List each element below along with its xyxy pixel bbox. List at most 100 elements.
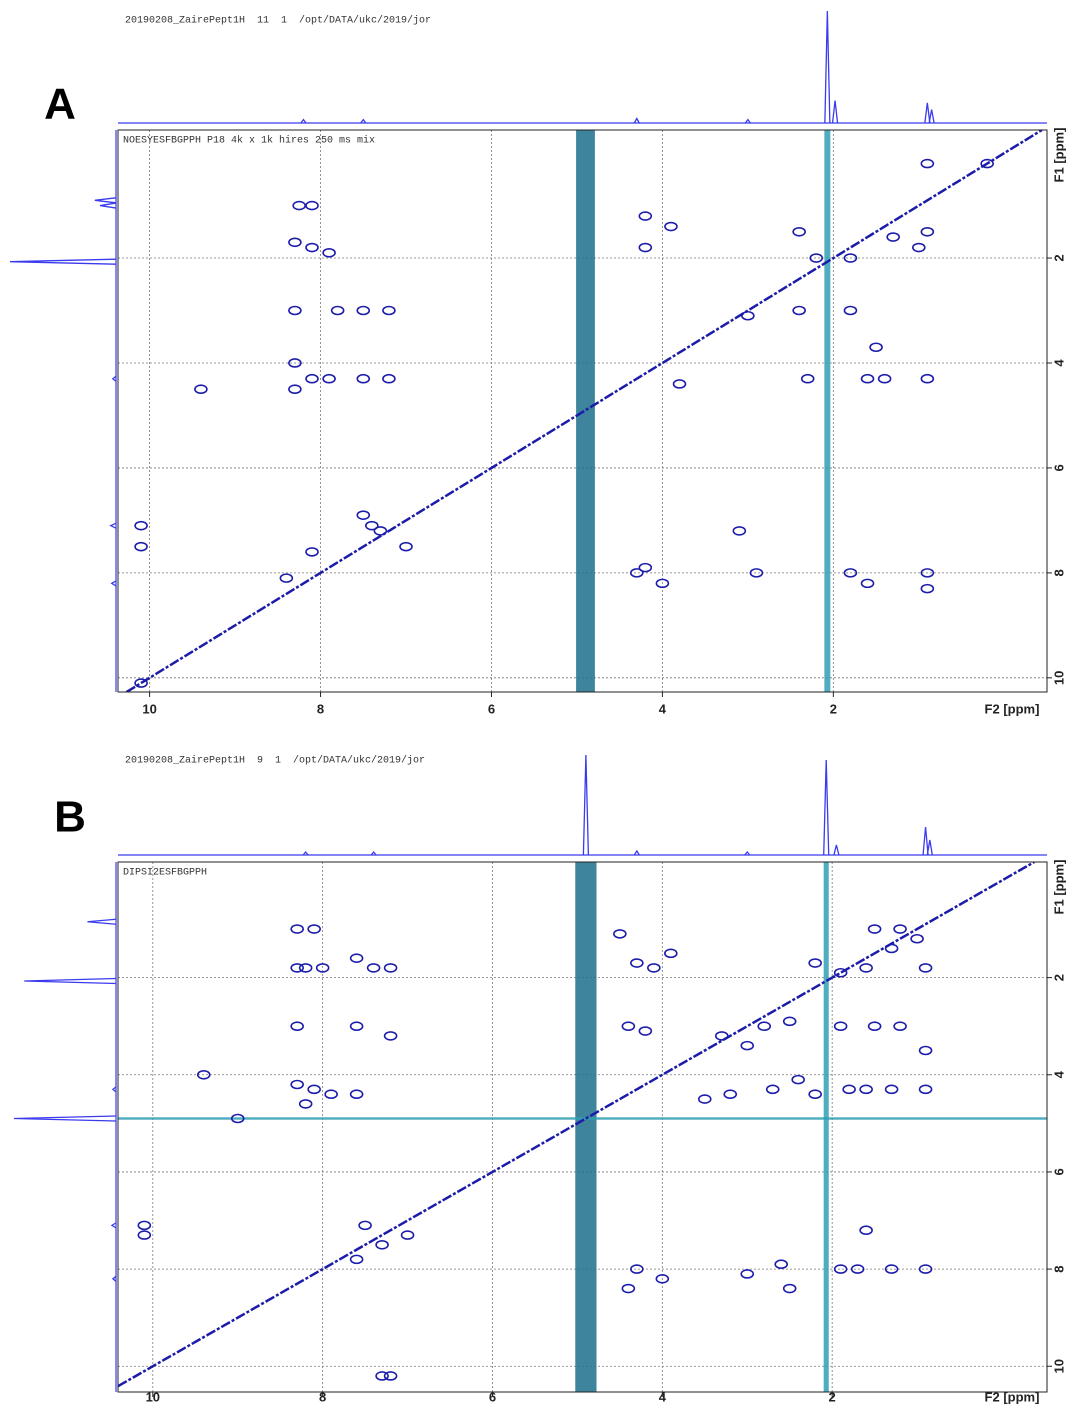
projection-peak	[302, 850, 309, 856]
cross-peak	[613, 929, 627, 939]
cross-peak	[307, 924, 321, 934]
cross-peak	[307, 1084, 321, 1095]
cross-peak	[664, 221, 678, 232]
cross-peak	[383, 1031, 398, 1041]
cross-peak	[869, 342, 883, 353]
projection-peak	[300, 118, 307, 124]
cross-peak	[400, 1230, 415, 1240]
cross-peak	[288, 237, 302, 248]
cross-peak	[324, 1089, 338, 1100]
cross-peak	[399, 541, 413, 552]
cross-peak	[765, 1084, 780, 1095]
panel-label: B	[54, 793, 86, 842]
noise-ridge	[824, 130, 831, 692]
cross-peak	[782, 1283, 797, 1294]
cross-peak	[366, 963, 381, 973]
cross-peak	[886, 232, 900, 242]
cross-peak	[884, 1084, 899, 1095]
projection-peak	[823, 759, 830, 856]
x-tick-label: 8	[319, 1389, 326, 1404]
cross-peak	[809, 253, 824, 263]
cross-peak	[638, 242, 653, 253]
cross-peak	[630, 1264, 644, 1274]
cross-peak	[980, 158, 994, 169]
y-tick-label: 4	[1051, 359, 1066, 367]
cross-peak	[298, 1099, 313, 1109]
cross-peak	[382, 305, 396, 316]
x-axis-label: F2 [ppm]	[985, 701, 1040, 716]
y-axis-label: F1 [ppm]	[1051, 860, 1066, 915]
cross-peak	[356, 305, 371, 316]
cross-peak	[664, 948, 678, 959]
plot-area	[118, 862, 1047, 1392]
cross-peak	[365, 520, 379, 531]
cross-peak	[672, 379, 687, 389]
projection-peak	[110, 1222, 117, 1229]
cross-peak	[288, 384, 302, 395]
cross-peak	[741, 310, 755, 321]
plot-area	[118, 130, 1047, 692]
cross-peak	[638, 211, 653, 221]
projection-peak	[360, 118, 367, 124]
cross-peak	[292, 200, 306, 211]
cross-peak	[860, 578, 875, 589]
cross-peak	[621, 1283, 636, 1294]
projection-peak	[633, 117, 640, 124]
cross-peak	[918, 1045, 933, 1056]
cross-peak	[621, 1021, 636, 1031]
cross-peak	[322, 373, 336, 384]
cross-peak	[349, 1254, 364, 1265]
cross-peak	[920, 373, 935, 384]
projection-peak	[833, 844, 840, 856]
cross-peak	[912, 242, 926, 253]
panel-label: A	[44, 80, 76, 129]
cross-peak	[356, 510, 371, 520]
cross-peak	[833, 1021, 848, 1031]
y-tick-label: 8	[1051, 569, 1066, 576]
noise-ridge	[575, 862, 597, 1392]
projection-peak	[924, 102, 931, 124]
cross-peak	[920, 583, 935, 594]
cross-peak	[330, 305, 345, 316]
projection-peak	[13, 1115, 117, 1122]
x-tick-label: 8	[317, 701, 324, 716]
cross-peak	[349, 1021, 364, 1031]
projection-peak	[926, 839, 933, 856]
cross-peak	[843, 305, 858, 316]
projection-peak	[9, 258, 117, 265]
cross-peak	[740, 1040, 755, 1051]
cross-peak	[808, 1089, 822, 1100]
cross-peak	[647, 963, 661, 973]
cross-peak	[800, 373, 815, 384]
cross-peak	[877, 373, 892, 384]
cross-peak	[918, 1084, 933, 1095]
cross-peak	[196, 1069, 211, 1080]
cross-peak	[315, 963, 330, 973]
x-tick-label: 10	[142, 701, 156, 716]
cross-peak	[629, 568, 644, 578]
cross-peak	[884, 1264, 899, 1274]
x-tick-label: 6	[488, 701, 495, 716]
cross-peak	[859, 1084, 873, 1095]
header: 20190208_ZairePept1H 9 1 /opt/DATA/ukc/2…	[125, 755, 425, 767]
projection-peak	[111, 375, 117, 382]
cross-peak	[290, 963, 304, 973]
x-tick-label: 10	[146, 1389, 160, 1404]
frame	[117, 129, 1048, 693]
cross-peak	[757, 1021, 772, 1031]
cross-peak	[356, 373, 371, 384]
noise-ridge	[576, 130, 595, 692]
noise-ridge	[118, 1117, 1047, 1120]
cross-peak	[910, 933, 924, 944]
cross-peak	[375, 1240, 389, 1250]
cross-peak	[137, 1230, 152, 1240]
cross-peak	[288, 358, 302, 368]
x-tick-label: 4	[659, 1389, 667, 1404]
cross-peak	[305, 200, 319, 211]
y-tick-label: 6	[1051, 1168, 1066, 1175]
projection-peak	[928, 109, 935, 124]
projection-peak	[87, 918, 117, 925]
projection-peak	[744, 850, 751, 856]
cross-peak	[893, 1021, 907, 1031]
